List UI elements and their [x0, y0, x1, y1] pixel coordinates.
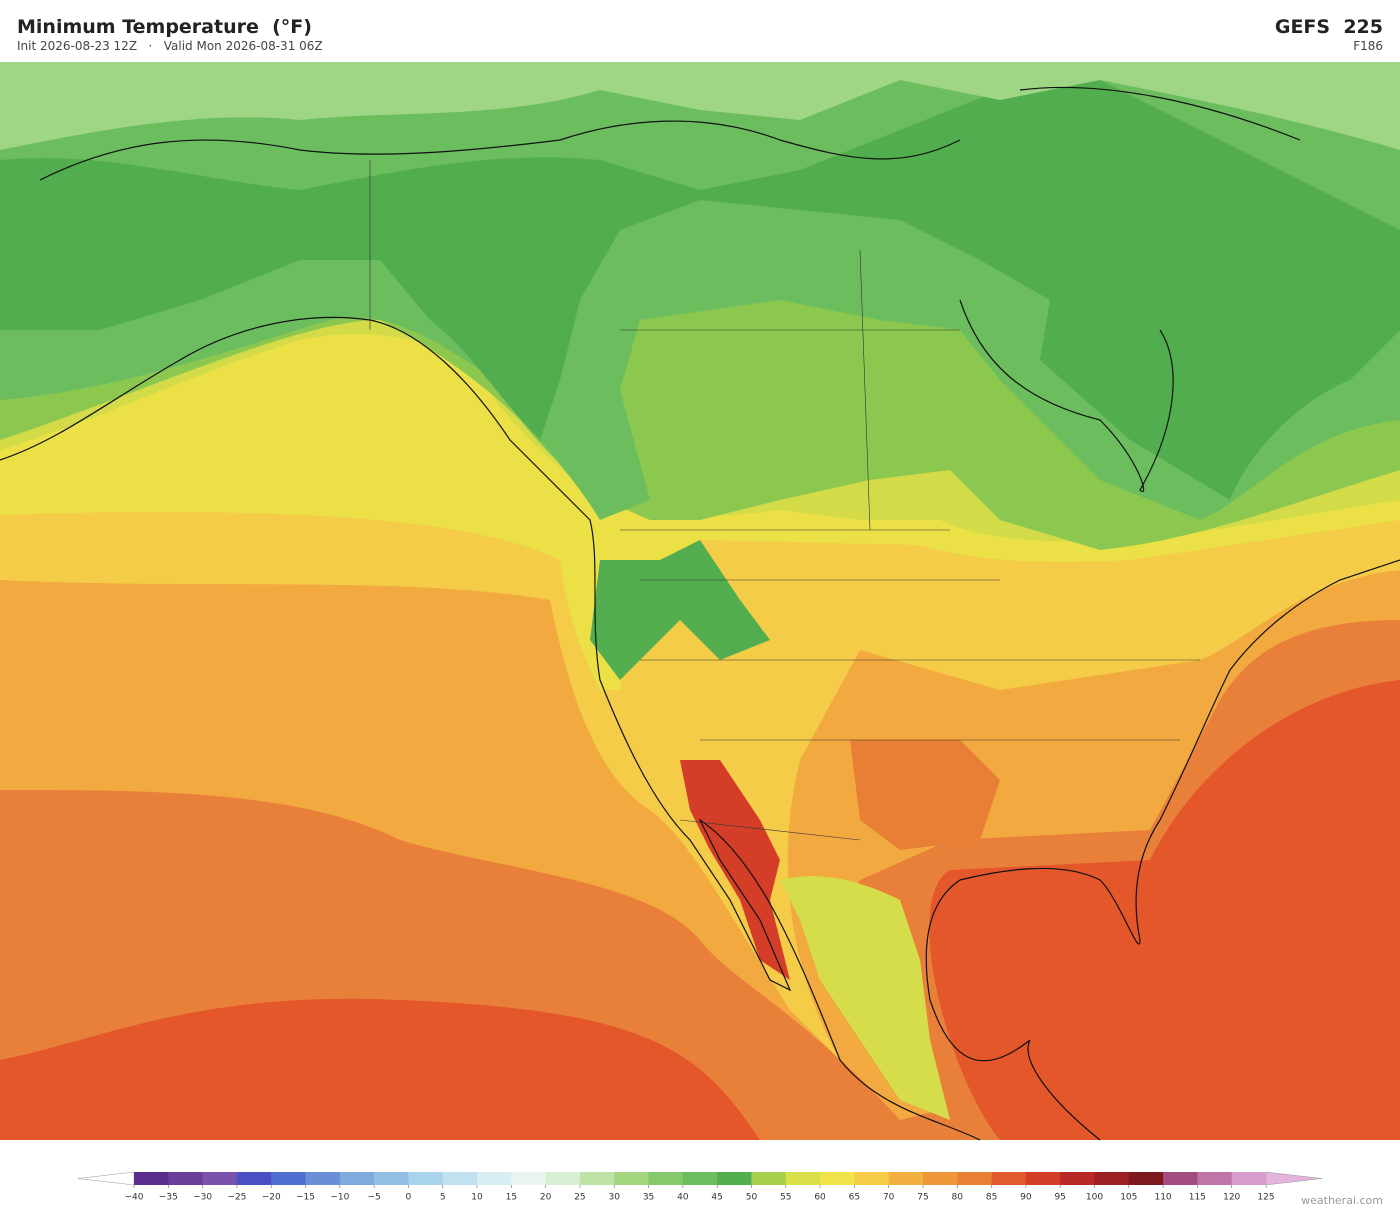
map-subtitle: Init 2026-08-23 12Z · Valid Mon 2026-08-… [17, 39, 323, 53]
colorbar-tick-label: 40 [677, 1193, 689, 1203]
colorbar-tick-label: 45 [711, 1193, 722, 1203]
colorbar-tick-label: 35 [643, 1193, 654, 1203]
colorbar-tick-label: 80 [952, 1193, 964, 1203]
colorbar-swatch [579, 1172, 615, 1185]
colorbar-swatch [1128, 1172, 1164, 1185]
colorbar-swatch [236, 1172, 272, 1185]
colorbar-tick-label: 25 [574, 1193, 585, 1203]
map-title: Minimum Temperature (°F) [17, 16, 312, 38]
colorbar-tick-label: 115 [1189, 1193, 1206, 1203]
model-name: GEFS 225 [1274, 16, 1383, 38]
colorbar-swatch [1060, 1172, 1095, 1185]
colorbar-swatch [1163, 1172, 1198, 1185]
colorbar-tick-label: 15 [506, 1193, 517, 1203]
colorbar-tick-label: −30 [193, 1193, 212, 1203]
colorbar-tick-label: 90 [1020, 1193, 1032, 1203]
colorbar-swatch [1025, 1172, 1061, 1185]
colorbar-swatch [614, 1172, 649, 1185]
colorbar-tick-label: 75 [917, 1193, 928, 1203]
colorbar-swatch [888, 1172, 924, 1185]
colorbar-swatch [202, 1172, 238, 1185]
colorbar-tick-label: −5 [367, 1193, 380, 1203]
colorbar-swatch [682, 1172, 718, 1185]
colorbar-tick-label: 120 [1223, 1193, 1240, 1203]
colorbar-swatch [374, 1172, 409, 1185]
colorbar-swatch [1197, 1172, 1232, 1185]
colorbar-tick-label: 0 [406, 1193, 412, 1203]
credit: weatherai.com [1301, 1194, 1383, 1207]
colorbar-swatch [991, 1172, 1027, 1185]
colorbar-tick-label: 65 [849, 1193, 860, 1203]
colorbar-tick-label: 20 [540, 1193, 552, 1203]
colorbar-swatch [1094, 1172, 1130, 1185]
colorbar-tick-label: −20 [262, 1193, 281, 1203]
colorbar-tick-label: 55 [780, 1193, 791, 1203]
colorbar-tick-label: −10 [330, 1193, 349, 1203]
colorbar-swatch [545, 1172, 581, 1185]
colorbar-swatch [305, 1172, 341, 1185]
colorbar-tick-label: 85 [986, 1193, 997, 1203]
colorbar-tick-label: −40 [125, 1193, 144, 1203]
colorbar-swatch [339, 1172, 375, 1185]
colorbar-swatch [477, 1172, 512, 1185]
colorbar-swatch [1231, 1172, 1267, 1185]
colorbar-swatch [717, 1172, 752, 1185]
colorbar-tick-label: −15 [296, 1193, 315, 1203]
colorbar-tick-label: 50 [746, 1193, 758, 1203]
colorbar-swatch [957, 1172, 992, 1185]
colorbar-tick-label: 95 [1054, 1193, 1065, 1203]
colorbar-tick-label: −35 [159, 1193, 178, 1203]
colorbar-under [77, 1171, 135, 1186]
colorbar-tick-label: 70 [883, 1193, 895, 1203]
colorbar-tick-label: −25 [227, 1193, 246, 1203]
colorbar-tick-label: 105 [1120, 1193, 1137, 1203]
colorbar-swatch [648, 1172, 684, 1185]
colorbar-swatch [168, 1172, 203, 1185]
colorbar-tick-label: 10 [471, 1193, 483, 1203]
colorbar-tick-label: 110 [1154, 1193, 1171, 1203]
colorbar-swatch [408, 1172, 444, 1185]
colorbar-swatch [820, 1172, 855, 1185]
forecast-hour: F186 [1353, 39, 1383, 53]
colorbar-over [1265, 1171, 1323, 1186]
colorbar-swatch [751, 1172, 787, 1185]
colorbar-swatch [271, 1172, 306, 1185]
colorbar-tick-label: 30 [609, 1193, 621, 1203]
colorbar-swatch [511, 1172, 546, 1185]
colorbar-tick-label: 125 [1257, 1193, 1274, 1203]
colorbar-tick-label: 5 [440, 1193, 446, 1203]
colorbar-swatch [854, 1172, 889, 1185]
colorbar-tick-label: 100 [1086, 1193, 1103, 1203]
map [0, 62, 1400, 1141]
colorbar: −40 −35 −30 −25 −20 −15 −10 −5 0 5 10 15 20 25 30 35 40 4… [77, 1171, 1323, 1203]
colorbar-tick-label: 60 [814, 1193, 826, 1203]
colorbar-swatch [134, 1172, 169, 1185]
colorbar-swatch [442, 1172, 478, 1185]
colorbar-swatch [785, 1172, 821, 1185]
colorbar-swatch [922, 1172, 958, 1185]
